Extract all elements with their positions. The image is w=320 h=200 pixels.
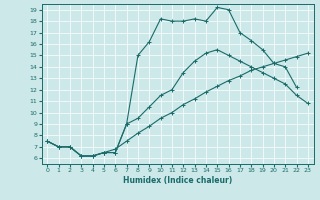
X-axis label: Humidex (Indice chaleur): Humidex (Indice chaleur) xyxy=(123,176,232,185)
